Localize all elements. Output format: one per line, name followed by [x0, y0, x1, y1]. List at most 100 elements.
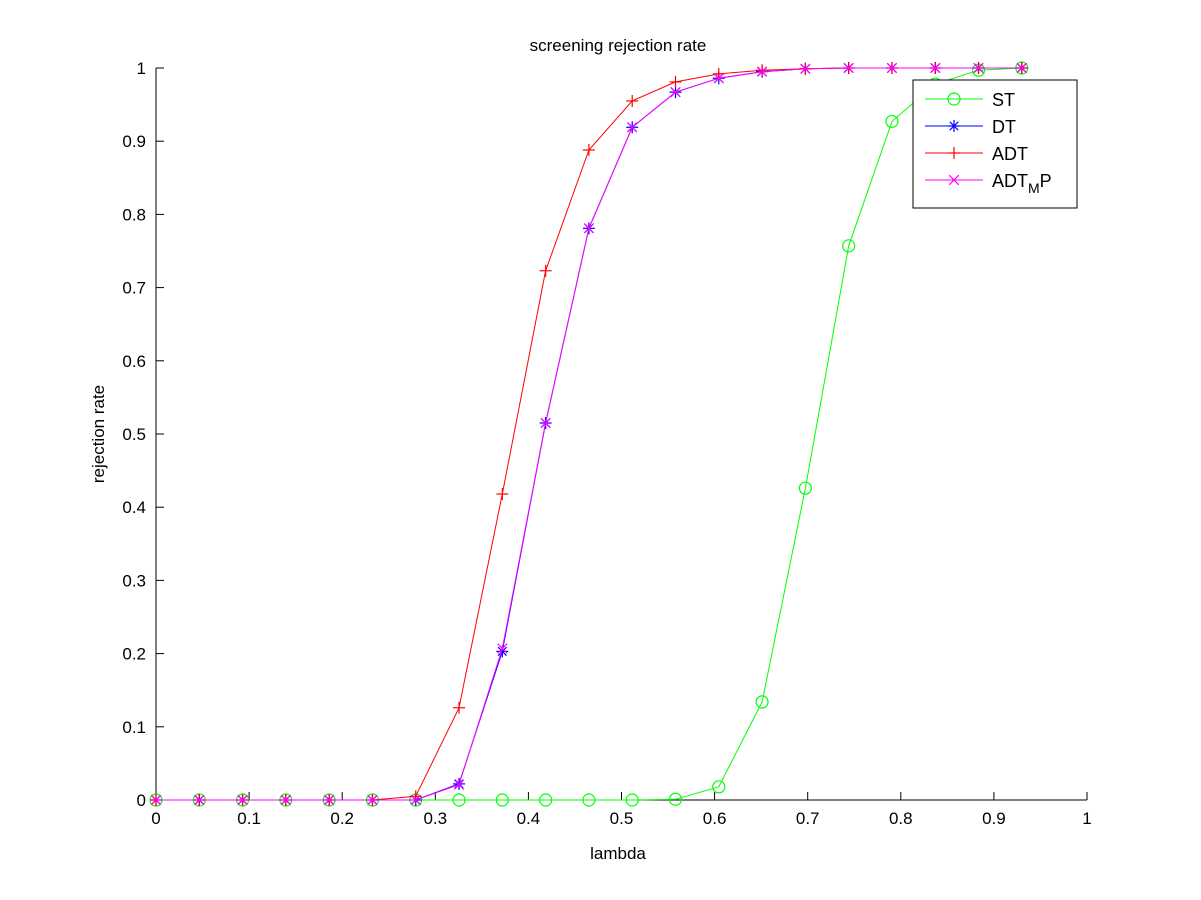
data-point	[669, 75, 682, 88]
y-tick-label: 0.8	[122, 205, 146, 224]
axes: 0 0.1 0.2 0.3 0.4 0.5 0.6 0.7 0.8 0.9 1 0 0.1 0.2 0.3 0…	[122, 59, 1091, 828]
circle-marker	[495, 793, 509, 807]
legend-label: ADT	[992, 144, 1028, 164]
cross-marker-b	[626, 122, 638, 133]
circle-marker	[625, 793, 639, 807]
y-tick-label: 1	[137, 59, 146, 78]
circle-marker	[452, 793, 466, 807]
y-tick-label: 0.9	[122, 132, 146, 151]
series-layer	[149, 61, 1029, 807]
y-tick-label: 0.3	[122, 571, 146, 590]
data-point	[1016, 62, 1028, 74]
data-point	[582, 793, 596, 807]
data-point	[973, 62, 984, 74]
data-point	[885, 114, 899, 129]
data-point	[947, 92, 961, 106]
y-tick-label: 0.5	[122, 425, 146, 444]
legend-entry: DT	[925, 117, 1016, 137]
y-tick-label: 0.2	[122, 645, 146, 664]
data-point	[948, 120, 960, 132]
x-tick-label: 0.7	[796, 809, 820, 828]
data-point	[194, 794, 205, 806]
legend-label: ADTMP	[992, 171, 1052, 196]
series-3	[150, 62, 1028, 806]
cross-marker-b	[713, 73, 725, 84]
x-tick-label: 0	[151, 809, 160, 828]
cross-marker-b	[756, 66, 768, 77]
legend-label: DT	[992, 117, 1016, 137]
data-point	[496, 488, 509, 501]
data-point	[842, 239, 856, 253]
legend-entry: ADTMP	[925, 171, 1052, 196]
cross-marker-b	[583, 223, 595, 234]
cross-marker-b	[410, 794, 421, 806]
legend-entry: ADT	[925, 144, 1028, 164]
data-point	[150, 794, 162, 806]
x-tick-label: 0.2	[330, 809, 354, 828]
data-point	[843, 62, 854, 74]
legend-entry: ST	[925, 90, 1015, 110]
x-tick-label: 0.3	[423, 809, 447, 828]
cross-marker-b	[886, 62, 898, 74]
legend-label-suffix: P	[1040, 171, 1052, 191]
data-point	[626, 122, 638, 133]
cross-marker-b	[843, 62, 854, 74]
data-point	[948, 174, 960, 186]
data-point	[539, 793, 553, 807]
data-point	[410, 794, 421, 806]
circle-marker	[885, 114, 899, 129]
cross-marker-b	[973, 62, 984, 74]
data-point	[495, 793, 509, 807]
legend-label-main: ST	[992, 90, 1015, 110]
data-point	[886, 62, 898, 74]
data-point	[668, 792, 683, 806]
cross-marker-b	[670, 86, 681, 98]
x-tick-label: 0.5	[610, 809, 634, 828]
circle-marker	[755, 695, 769, 709]
circle-marker	[798, 481, 812, 495]
legend-label: ST	[992, 90, 1015, 110]
x-tick-label: 0.9	[982, 809, 1006, 828]
data-point	[583, 223, 595, 234]
cross-marker-b	[800, 63, 811, 74]
data-point	[367, 794, 378, 806]
cross-marker-b	[194, 794, 205, 806]
data-point	[930, 62, 941, 74]
data-point	[756, 66, 768, 77]
data-point	[582, 143, 595, 156]
data-point	[755, 695, 769, 709]
y-tick-label: 0.1	[122, 718, 146, 737]
chart-title: screening rejection rate	[530, 36, 707, 55]
circle-marker	[712, 780, 726, 794]
y-tick-label: 0.6	[122, 352, 146, 371]
data-point	[237, 794, 248, 806]
cross-marker-b	[540, 417, 551, 429]
circle-marker	[539, 793, 553, 807]
data-point	[800, 63, 811, 74]
data-point	[756, 64, 769, 77]
cross-marker-b	[497, 643, 508, 654]
cross-marker-b	[930, 62, 941, 74]
data-point	[540, 417, 551, 429]
cross-marker-b	[323, 794, 335, 806]
cross-marker-b	[280, 794, 292, 806]
data-point	[625, 793, 639, 807]
y-tick-label: 0.4	[122, 498, 146, 517]
cross-marker-b	[367, 794, 378, 806]
data-point	[452, 793, 466, 807]
cross-marker-b	[1016, 62, 1028, 74]
circle-marker	[947, 92, 961, 106]
y-tick-label: 0	[137, 791, 146, 810]
data-point	[626, 94, 639, 107]
data-point	[798, 481, 812, 495]
x-tick-label: 0.4	[517, 809, 541, 828]
data-point	[497, 643, 508, 654]
cross-marker-b	[150, 794, 162, 806]
data-point	[539, 264, 552, 277]
data-point	[713, 73, 725, 84]
legend-label-subscript: M	[1028, 180, 1040, 196]
circle-marker	[582, 793, 596, 807]
asterisk-marker-b	[497, 646, 507, 657]
data-point	[280, 794, 292, 806]
